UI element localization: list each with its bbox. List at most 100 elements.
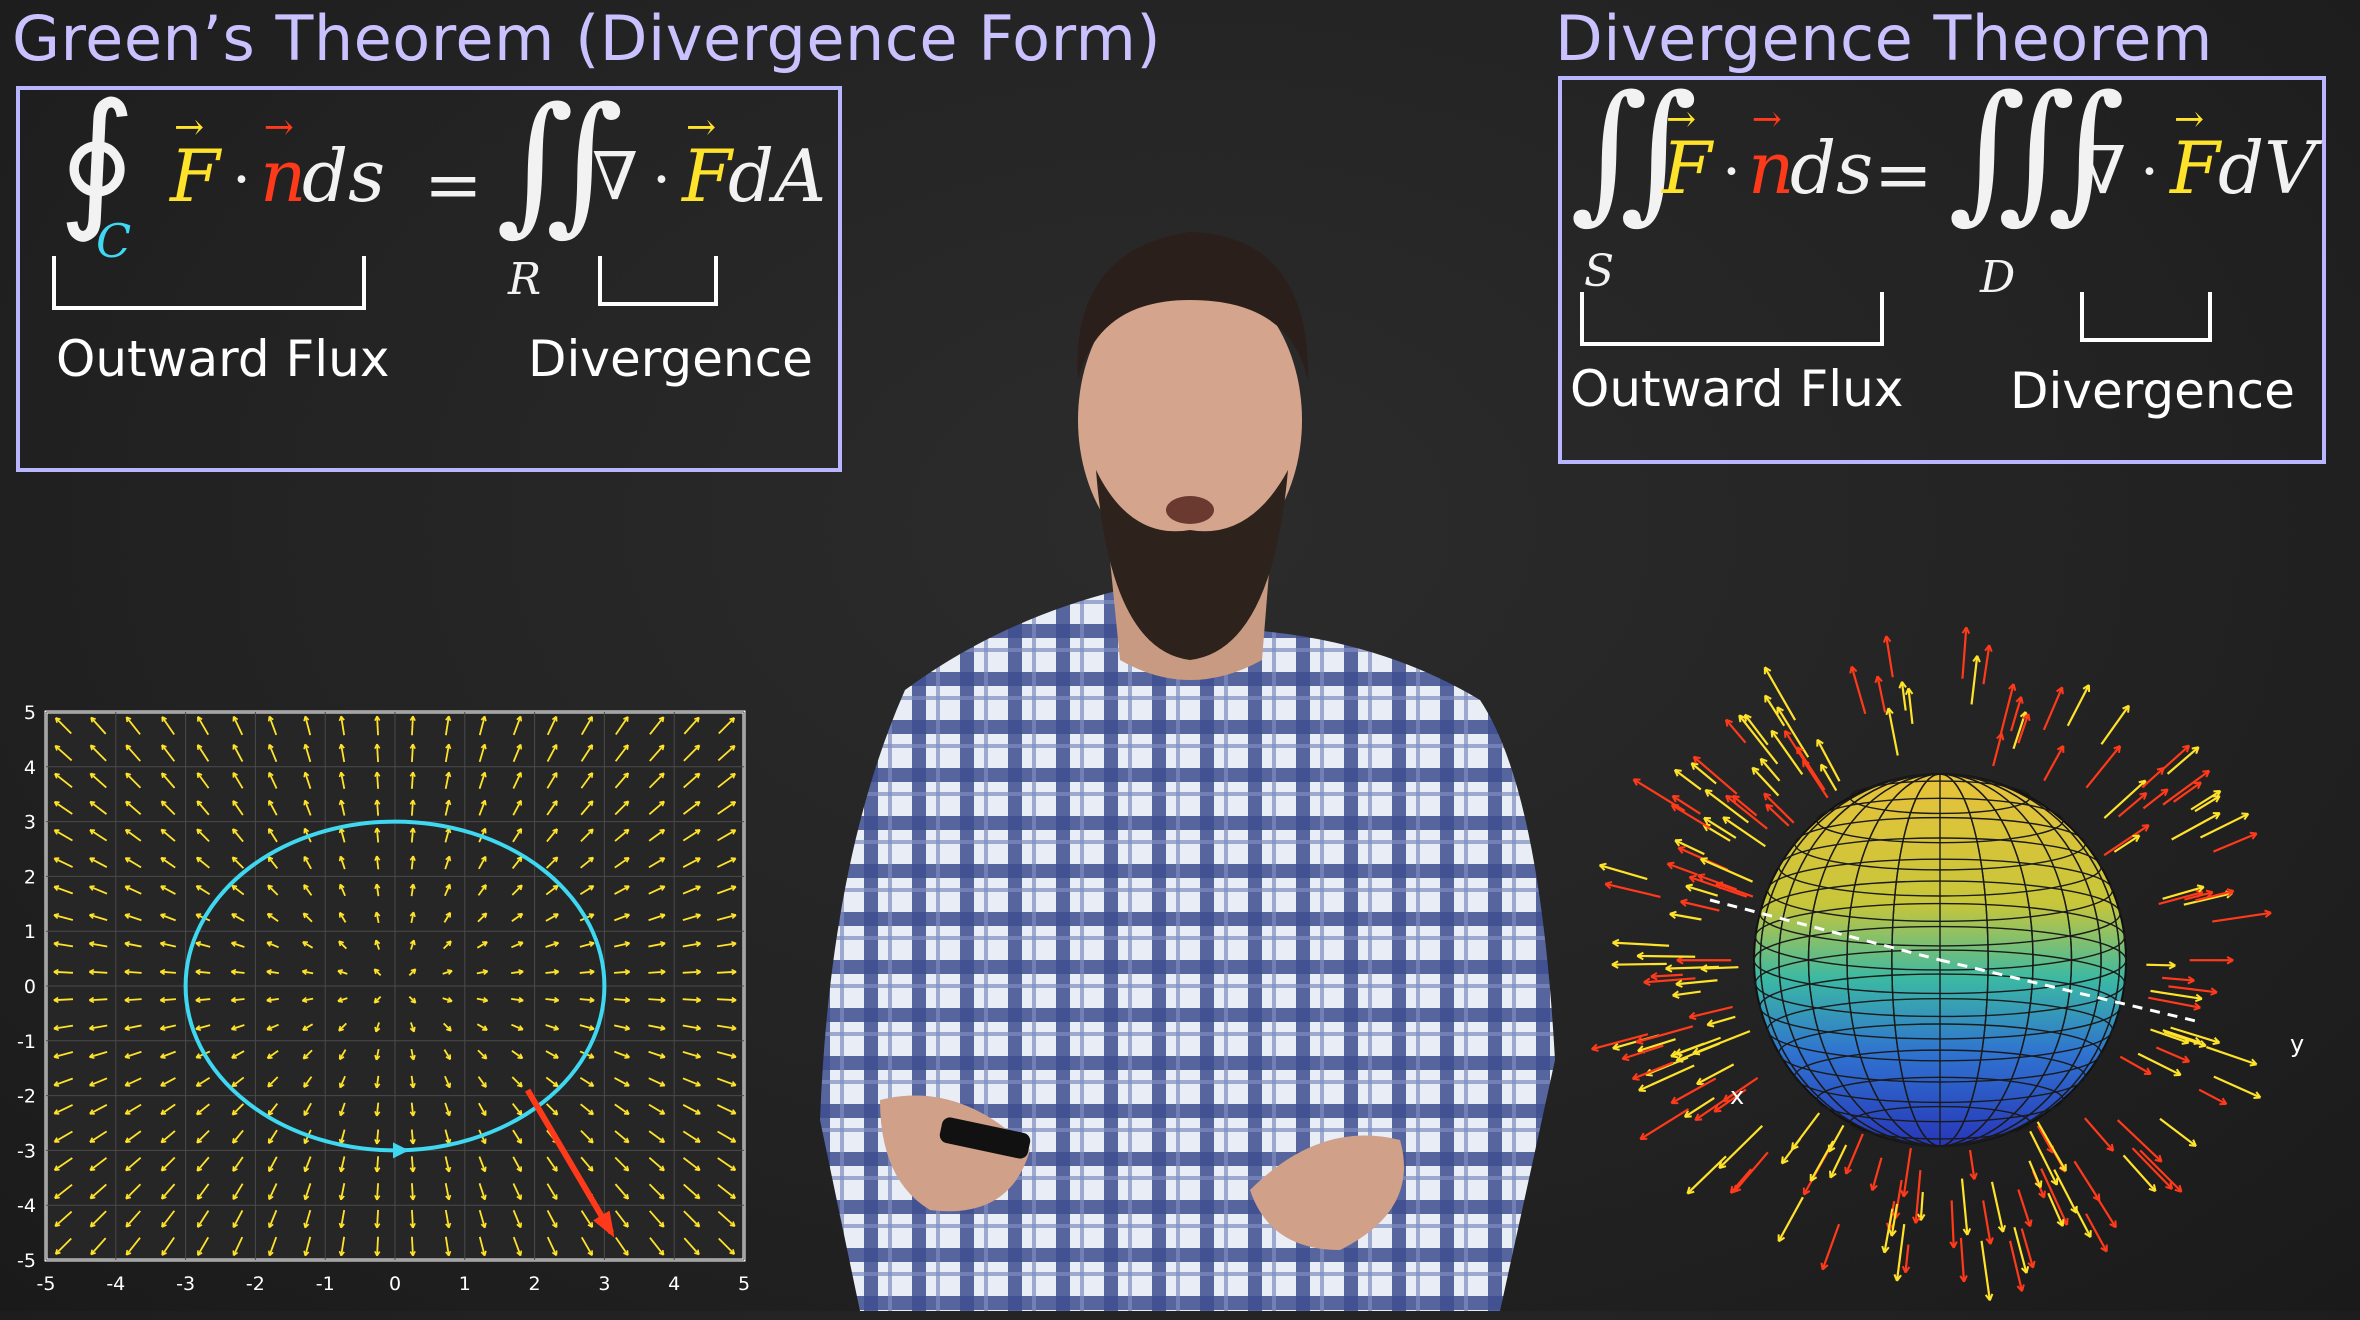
x-tick-label: 0 <box>389 1273 401 1295</box>
sphere-flux-arrow <box>1675 770 1701 790</box>
sphere-flux-arrow <box>2163 771 2209 805</box>
divergence-theorem-formula-box: ∬ S F · n ds = ∭ D ∇ · F dV Outward Flux… <box>1558 76 2326 464</box>
x-tick-label: -4 <box>106 1273 125 1295</box>
x-tick-label: 5 <box>738 1273 750 1295</box>
sphere-flux-arrow <box>2142 768 2164 787</box>
normal-vector-n-2: n <box>1748 132 1794 204</box>
sphere-flux-arrow <box>2018 1190 2030 1227</box>
divergence-label: Divergence <box>528 330 813 388</box>
x-tick-label: -1 <box>316 1273 335 1295</box>
equals-sign-2: = <box>1874 140 1933 210</box>
green-theorem-formula-box: ∮ C F · n ds = ∬ R ∇ · F dA Outward Flux… <box>16 86 842 472</box>
sphere-flux-arrow <box>2044 746 2063 781</box>
sphere-flux-arrow <box>1972 656 1978 705</box>
y-tick-label: 4 <box>24 757 36 779</box>
sphere-flux-arrow <box>2120 1057 2151 1074</box>
sphere-flux-arrow <box>2038 1122 2066 1171</box>
sphere-flux-arrow <box>2011 697 2021 731</box>
presenter-hands <box>880 1096 1404 1250</box>
sphere-flux-arrow <box>2101 706 2128 745</box>
sphere-flux-arrow <box>1823 1224 1840 1269</box>
sphere-flux-arrow <box>1687 1156 1726 1193</box>
presenter-mouth <box>1166 496 1214 524</box>
y-tick-label: 0 <box>24 976 36 998</box>
sphere-flux-arrow <box>1689 1007 1732 1017</box>
nabla-operator-2: ∇ <box>2080 138 2126 204</box>
sphere-flux-arrow <box>2150 991 2201 999</box>
presenter-hair <box>1078 232 1309 380</box>
sphere-flux-arrow <box>2114 835 2139 851</box>
divergence-bracket <box>598 256 718 306</box>
sphere-flux-arrow <box>1716 883 1753 896</box>
sphere-flux-arrow <box>1884 1209 1892 1253</box>
sphere-flux-arrow <box>1734 1152 1768 1191</box>
ds-differential: ds <box>302 140 385 212</box>
sphere-flux-arrow <box>1640 1109 1688 1139</box>
sphere-flux-arrow <box>1962 1179 1967 1235</box>
sphere-flux-arrow <box>1667 864 1697 875</box>
closed-line-integral-sign: ∮ <box>58 84 136 234</box>
sphere-flux-arrow <box>2148 998 2200 1008</box>
sphere-flux-arrow <box>1992 1182 2003 1232</box>
x-tick-label: 1 <box>459 1273 471 1295</box>
sphere-flux-arrow <box>1983 645 1989 684</box>
sphere-flux-arrow <box>2174 782 2201 801</box>
sphere-flux-arrow <box>1782 1139 1800 1164</box>
y-tick-label: -4 <box>17 1195 36 1217</box>
sphere-flux-arrow <box>1745 715 1768 745</box>
sphere-x-axis-label: x <box>1730 1082 1744 1110</box>
sphere-flux-arrow <box>2044 687 2062 730</box>
sphere-flux-arrow <box>1701 967 1738 968</box>
sphere-flux-arrow <box>2068 685 2089 726</box>
dot-operator: · <box>232 150 251 210</box>
x-tick-label: -3 <box>176 1273 195 1295</box>
sphere-flux-arrow <box>2096 1195 2116 1227</box>
sphere-flux-arrow <box>2206 1047 2256 1064</box>
dV-differential: dV <box>2218 132 2316 204</box>
sphere-flux-arrow <box>2191 791 2220 810</box>
dA-differential: dA <box>728 140 826 212</box>
sphere-flux-arrow <box>1600 865 1648 879</box>
equals-sign: = <box>424 150 483 220</box>
presenter-face <box>1078 270 1302 570</box>
sphere-flux-arrow <box>1962 627 1966 678</box>
x-tick-label: 2 <box>529 1273 541 1295</box>
sphere-flux-arrow <box>1752 768 1778 796</box>
sphere-flux-arrow <box>1731 1169 1751 1193</box>
x-tick-label: -2 <box>246 1273 265 1295</box>
sphere-flux-arrow <box>1726 720 1746 743</box>
sphere-y-axis-label: y <box>2290 1030 2304 1058</box>
sphere-flux-arrow <box>1676 980 1717 984</box>
flux-bracket-2 <box>1580 292 1884 346</box>
y-tick-label: 1 <box>24 921 36 943</box>
sphere-flux-arrow <box>2104 825 2149 855</box>
sphere-flux-arrow <box>1961 1238 1964 1282</box>
sphere-flux-arrow <box>1605 884 1660 897</box>
sphere-flux-arrow <box>1852 667 1866 714</box>
y-tick-label: -5 <box>17 1250 36 1272</box>
vector-field-F: F <box>170 140 220 212</box>
outward-flux-label-2: Outward Flux <box>1570 360 1903 418</box>
sphere-flux-arrow <box>1639 1065 1694 1090</box>
sphere-flux-arrow <box>2143 789 2167 808</box>
sphere-flux-arrow <box>1719 1126 1762 1168</box>
sphere-flux-arrow <box>1779 1197 1803 1241</box>
dot-operator-4: · <box>2140 142 2159 202</box>
sphere-flux-arrow <box>2085 1118 2113 1151</box>
vector-field-F-2: F <box>682 140 732 212</box>
sphere-flux-arrow <box>1681 901 1720 910</box>
x-tick-label: -5 <box>37 1273 56 1295</box>
sphere-flux-arrow <box>1888 708 1897 755</box>
y-tick-label: -2 <box>17 1086 36 1108</box>
sphere-flux-arrow <box>1622 1046 1663 1059</box>
sphere-flux-arrow <box>1613 943 1669 946</box>
sphere-flux-arrow <box>1685 1098 1714 1117</box>
nabla-operator: ∇ <box>592 144 638 210</box>
sphere-flux-arrow <box>2086 746 2120 788</box>
presenter-beard <box>1096 470 1288 660</box>
x-tick-label: 3 <box>598 1273 610 1295</box>
sphere-flux-arrow <box>1671 1078 1715 1103</box>
surface-subscript: S <box>1584 250 1614 294</box>
sphere-flux-arrow <box>1644 978 1696 982</box>
